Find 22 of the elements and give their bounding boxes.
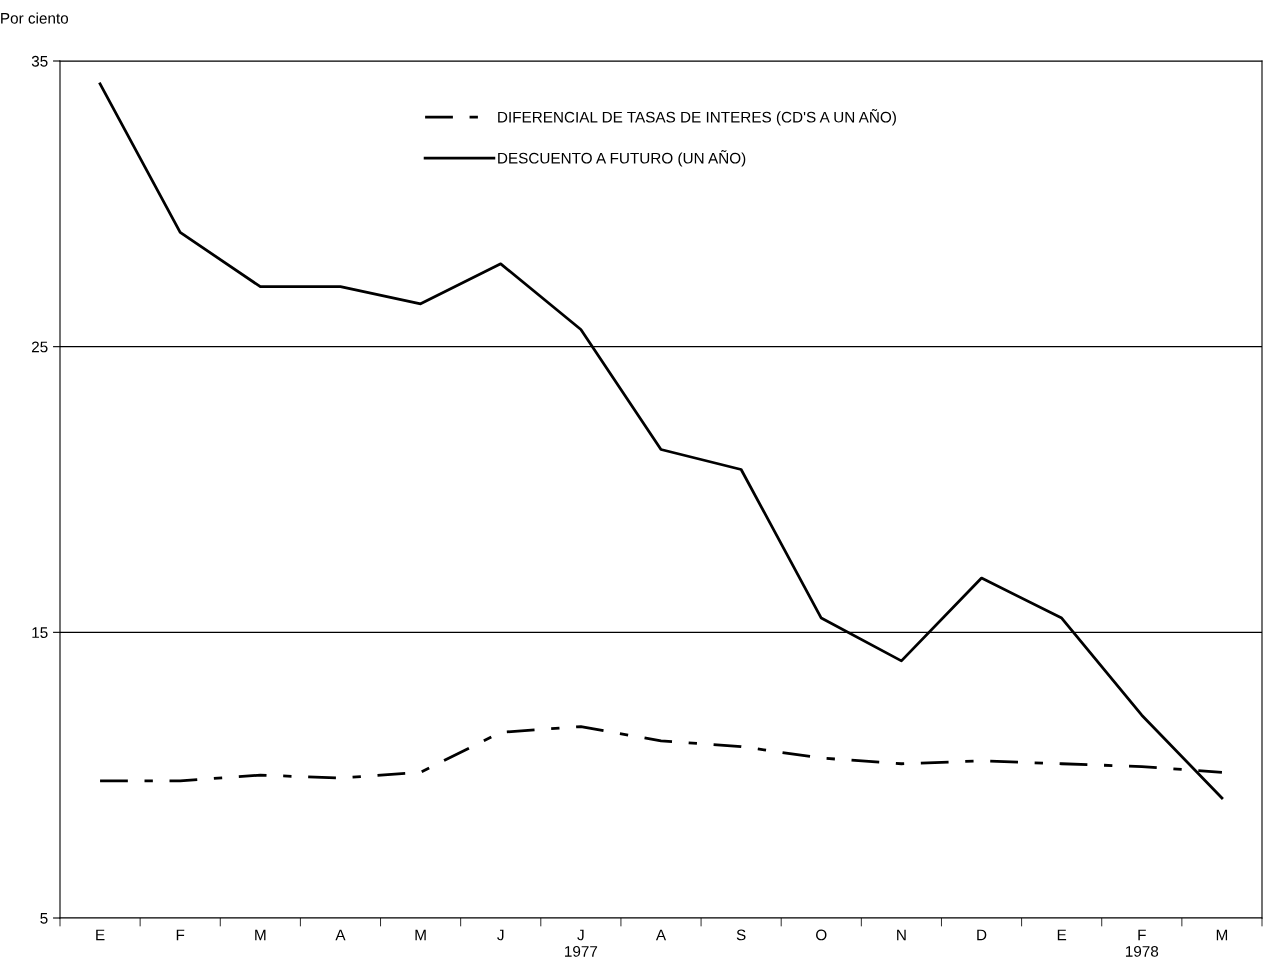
legend-label: DESCUENTO A FUTURO (UN AÑO) [498,150,746,167]
x-tick-label: F [176,929,185,941]
x-tick-label: J [497,929,504,941]
x-tick-label: O [816,929,827,941]
x-tick-label: E [96,929,105,941]
y-tick-label: 35 [31,55,48,67]
x-tick-label: N [897,929,906,941]
legend-label: DIFERENCIAL DE TASAS DE INTERES (CD'S A UN AÑO) [498,109,896,126]
x-tick-label: M [415,929,426,941]
y-tick-label: 5 [40,913,48,924]
x-tick-label: A [335,929,346,941]
x-tick-label: E [1057,929,1067,941]
y-tick-label: 15 [32,627,48,639]
x-tick-label: D [977,929,987,941]
x-tick-label: A [655,929,667,941]
x-tick-label: J 1977 [565,929,598,957]
x-tick-label: S [736,929,746,941]
x-tick-label: M [1216,929,1228,941]
x-tick-label: M [255,929,266,941]
y-tick-label: 25 [31,341,48,353]
x-tick-label: F 1978 [1125,929,1159,957]
y-axis-title: Por ciento [1,12,69,24]
